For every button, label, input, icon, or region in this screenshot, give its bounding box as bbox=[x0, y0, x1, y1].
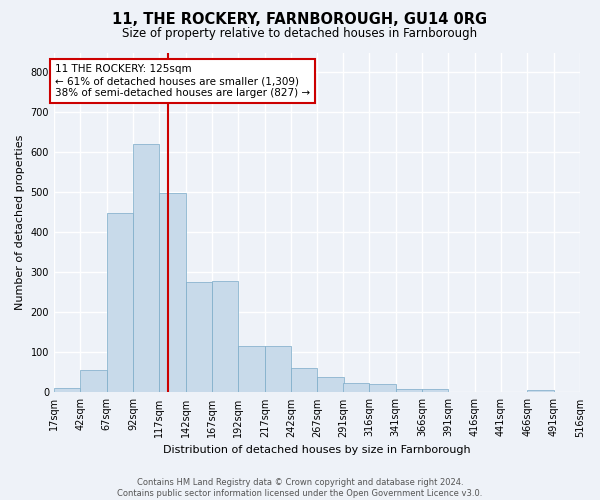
Y-axis label: Number of detached properties: Number of detached properties bbox=[15, 135, 25, 310]
Text: 11 THE ROCKERY: 125sqm
← 61% of detached houses are smaller (1,309)
38% of semi-: 11 THE ROCKERY: 125sqm ← 61% of detached… bbox=[55, 64, 310, 98]
X-axis label: Distribution of detached houses by size in Farnborough: Distribution of detached houses by size … bbox=[163, 445, 471, 455]
Bar bbox=[133, 144, 160, 392]
Bar bbox=[343, 383, 369, 392]
Bar bbox=[369, 384, 395, 392]
Bar bbox=[422, 389, 448, 392]
Bar bbox=[107, 214, 133, 392]
Bar bbox=[395, 389, 422, 392]
Text: Size of property relative to detached houses in Farnborough: Size of property relative to detached ho… bbox=[122, 28, 478, 40]
Bar bbox=[212, 282, 238, 393]
Text: Contains HM Land Registry data © Crown copyright and database right 2024.
Contai: Contains HM Land Registry data © Crown c… bbox=[118, 478, 482, 498]
Bar bbox=[317, 377, 344, 392]
Bar bbox=[238, 346, 265, 393]
Bar bbox=[80, 370, 107, 392]
Bar bbox=[527, 390, 554, 392]
Bar bbox=[160, 194, 186, 392]
Bar bbox=[291, 368, 317, 392]
Text: 11, THE ROCKERY, FARNBOROUGH, GU14 0RG: 11, THE ROCKERY, FARNBOROUGH, GU14 0RG bbox=[112, 12, 488, 28]
Bar bbox=[265, 346, 291, 393]
Bar bbox=[186, 282, 212, 393]
Bar bbox=[54, 388, 80, 392]
